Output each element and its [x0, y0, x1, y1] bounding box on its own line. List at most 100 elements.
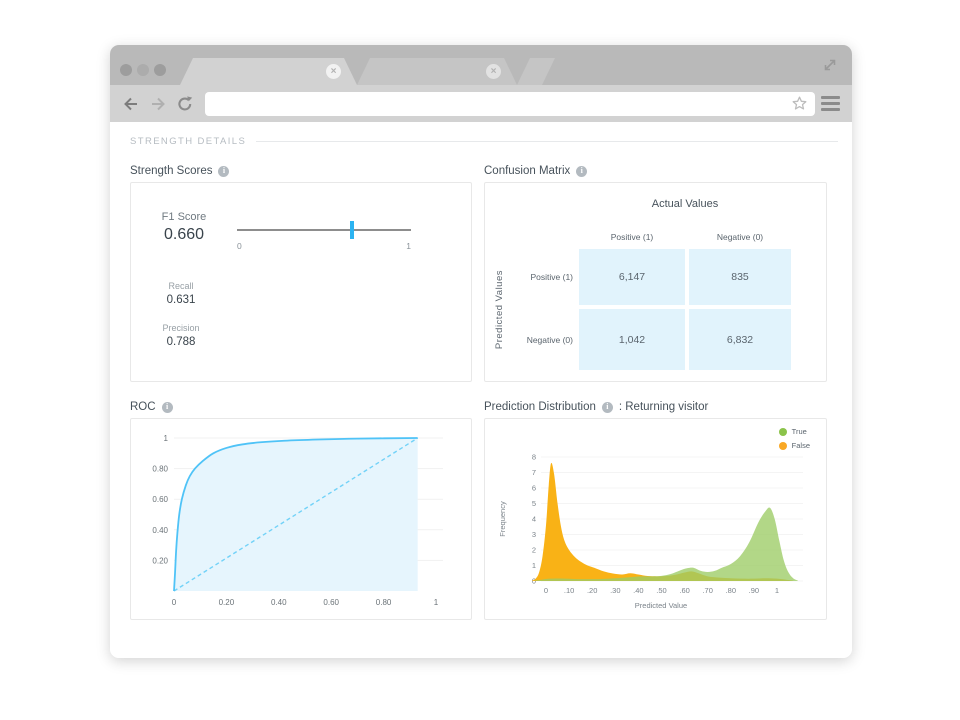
svg-text:.70: .70 — [702, 586, 712, 595]
f1-score-block: F1 Score 0.660 — [131, 211, 237, 244]
strength-scores-title: Strength Scores i — [130, 163, 230, 179]
precision-metric: Precision 0.788 — [131, 323, 231, 348]
svg-text:.40: .40 — [633, 586, 643, 595]
svg-text:3: 3 — [532, 530, 536, 539]
roc-chart: 0.20 0.40 0.60 0.80 1 0 0.20 0.40 0.60 0.80 1 — [152, 434, 443, 607]
legend-true-dot — [778, 427, 787, 436]
cell-true-negative: 6,832 — [689, 309, 791, 370]
reload-icon[interactable] — [176, 95, 194, 113]
window-control-dot[interactable] — [137, 64, 149, 76]
svg-text:5: 5 — [532, 499, 536, 508]
svg-text:0.80: 0.80 — [152, 465, 168, 474]
col-header-negative: Negative (0) — [716, 232, 764, 242]
forward-icon[interactable] — [149, 95, 167, 113]
prediction-distribution-chart: 0123456780.10.20.30.40.50.60.70.80.901Pr… — [498, 453, 803, 610]
back-icon[interactable] — [122, 95, 140, 113]
info-icon[interactable]: i — [601, 401, 613, 413]
svg-text:6: 6 — [532, 484, 536, 493]
prediction-distribution-panel: 0123456780.10.20.30.40.50.60.70.80.901Pr… — [484, 418, 827, 620]
cell-false-negative: 1,042 — [579, 309, 685, 370]
svg-text:0.40: 0.40 — [271, 598, 287, 607]
svg-text:1: 1 — [164, 434, 169, 443]
prediction-distribution-title-text: Prediction Distribution — [484, 401, 596, 413]
window-control-dot[interactable] — [120, 64, 132, 76]
slider-track — [237, 229, 411, 231]
info-icon[interactable]: i — [161, 401, 173, 413]
section-header-rule — [256, 141, 838, 142]
confusion-matrix-title: Confusion Matrix i — [484, 163, 588, 179]
chart-legend: True False — [778, 427, 810, 455]
cell-true-positive: 6,147 — [579, 249, 685, 305]
info-icon[interactable]: i — [218, 165, 230, 177]
recall-value: 0.631 — [166, 294, 196, 306]
svg-text:2: 2 — [532, 546, 536, 555]
confusion-matrix-title-text: Confusion Matrix — [484, 165, 571, 177]
recall-metric: Recall 0.631 — [131, 281, 231, 306]
row-header-negative: Negative (0) — [526, 334, 573, 345]
url-input[interactable] — [212, 97, 791, 110]
svg-text:.90: .90 — [749, 586, 759, 595]
bookmark-star-icon[interactable] — [791, 95, 808, 112]
svg-text:0.80: 0.80 — [376, 598, 392, 607]
cell-false-positive: 835 — [689, 249, 791, 305]
svg-text:0: 0 — [544, 586, 548, 595]
precision-value: 0.788 — [166, 336, 196, 348]
browser-window: × × — [110, 45, 852, 658]
page-content: STRENGTH DETAILS Strength Scores i F1 Sc… — [110, 122, 852, 658]
precision-label: Precision — [162, 323, 200, 333]
legend-item-false: False — [778, 441, 810, 450]
row-header-positive: Positive (1) — [530, 272, 573, 282]
tab-close-icon[interactable]: × — [486, 64, 501, 79]
roc-title-text: ROC — [130, 401, 156, 413]
svg-text:Predicted Value: Predicted Value — [635, 601, 687, 610]
url-bar — [205, 91, 815, 116]
svg-text:.80: .80 — [726, 586, 736, 595]
expand-window-icon[interactable] — [821, 56, 839, 74]
menu-icon[interactable] — [821, 96, 840, 111]
svg-text:.10: .10 — [564, 586, 574, 595]
strength-scores-panel: F1 Score 0.660 0 1 Recall 0.631 Precis — [130, 182, 472, 382]
svg-text:0.20: 0.20 — [219, 598, 235, 607]
section-header-label: STRENGTH DETAILS — [130, 136, 247, 147]
browser-nav-bar — [110, 85, 852, 122]
svg-text:Frequency: Frequency — [498, 501, 507, 537]
confusion-matrix-panel: Actual Values Positive (1) Negative (0) … — [484, 182, 827, 382]
f1-score-slider: 0 1 — [237, 221, 411, 253]
svg-text:0.60: 0.60 — [323, 598, 339, 607]
strength-scores-title-text: Strength Scores — [130, 165, 213, 177]
svg-text:0.40: 0.40 — [152, 526, 168, 535]
svg-text:0.20: 0.20 — [152, 556, 168, 565]
svg-text:.20: .20 — [587, 586, 597, 595]
slider-max-label: 1 — [406, 241, 411, 251]
legend-false-label: False — [791, 441, 810, 450]
actual-values-axis-label: Actual Values — [651, 198, 719, 210]
window-control-dot[interactable] — [154, 64, 166, 76]
svg-text:4: 4 — [532, 515, 536, 524]
col-header-positive: Positive (1) — [610, 232, 654, 242]
info-icon[interactable]: i — [576, 165, 588, 177]
slider-scale: 0 1 — [237, 241, 411, 251]
svg-text:.50: .50 — [656, 586, 666, 595]
roc-title: ROC i — [130, 399, 173, 415]
svg-text:1: 1 — [775, 586, 779, 595]
legend-false-dot — [778, 441, 787, 450]
slider-min-label: 0 — [237, 241, 242, 251]
tab-close-icon[interactable]: × — [326, 64, 341, 79]
browser-tab-1[interactable]: × — [180, 58, 357, 85]
browser-tab-2[interactable]: × — [357, 58, 517, 85]
confusion-matrix-grid: 6,147 835 1,042 6,832 — [579, 249, 791, 370]
svg-text:8: 8 — [532, 453, 536, 462]
section-header: STRENGTH DETAILS — [130, 136, 838, 147]
prediction-distribution-subtitle: : Returning visitor — [618, 401, 709, 413]
svg-text:1: 1 — [434, 598, 439, 607]
f1-score-label: F1 Score — [161, 211, 207, 223]
recall-label: Recall — [168, 281, 194, 291]
svg-text:0: 0 — [172, 598, 177, 607]
legend-true-label: True — [791, 427, 807, 436]
svg-text:0.60: 0.60 — [152, 495, 168, 504]
svg-text:1: 1 — [532, 561, 536, 570]
new-tab-button[interactable] — [517, 58, 555, 85]
f1-slider-marker — [349, 221, 354, 239]
predicted-values-axis-label: Predicted Values — [493, 270, 505, 350]
